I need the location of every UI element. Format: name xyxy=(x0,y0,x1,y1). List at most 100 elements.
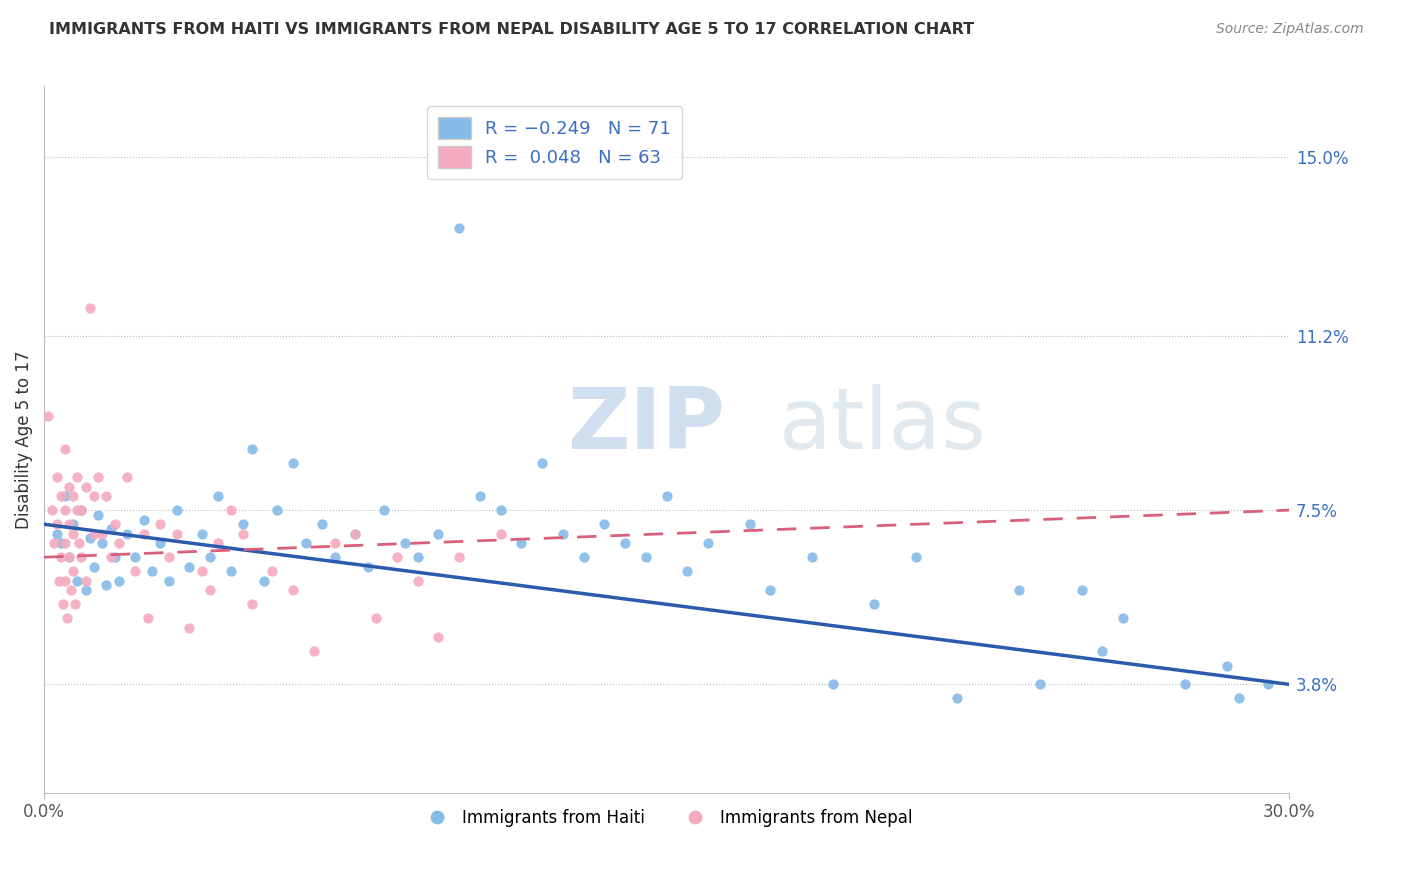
Point xyxy=(179,621,201,635)
Point xyxy=(70,550,93,565)
Point xyxy=(253,574,276,588)
Point xyxy=(531,456,554,470)
Point xyxy=(759,583,782,598)
Point xyxy=(45,470,67,484)
Point xyxy=(1008,583,1031,598)
Point xyxy=(240,442,263,456)
Point xyxy=(132,512,155,526)
Point xyxy=(863,597,886,611)
Point xyxy=(45,526,67,541)
Point xyxy=(373,503,395,517)
Point xyxy=(634,550,657,565)
Point xyxy=(41,503,63,517)
Point xyxy=(115,470,138,484)
Point xyxy=(96,578,118,592)
Point xyxy=(1216,658,1239,673)
Point xyxy=(344,526,367,541)
Point xyxy=(191,565,214,579)
Point xyxy=(207,489,229,503)
Point xyxy=(124,550,146,565)
Point xyxy=(489,503,512,517)
Point xyxy=(551,526,574,541)
Point xyxy=(52,597,75,611)
Point xyxy=(366,611,388,625)
Point xyxy=(510,536,533,550)
Point xyxy=(79,301,101,315)
Text: IMMIGRANTS FROM HAITI VS IMMIGRANTS FROM NEPAL DISABILITY AGE 5 TO 17 CORRELATIO: IMMIGRANTS FROM HAITI VS IMMIGRANTS FROM… xyxy=(49,22,974,37)
Point xyxy=(108,574,131,588)
Point xyxy=(593,517,616,532)
Point xyxy=(219,565,242,579)
Point xyxy=(100,522,122,536)
Point xyxy=(344,526,367,541)
Point xyxy=(219,503,242,517)
Legend: Immigrants from Haiti, Immigrants from Nepal: Immigrants from Haiti, Immigrants from N… xyxy=(413,803,920,834)
Point xyxy=(66,574,89,588)
Point xyxy=(207,536,229,550)
Point xyxy=(266,503,288,517)
Y-axis label: Disability Age 5 to 17: Disability Age 5 to 17 xyxy=(15,351,32,529)
Point xyxy=(198,550,221,565)
Point xyxy=(96,489,118,503)
Point xyxy=(53,503,76,517)
Point xyxy=(240,597,263,611)
Point xyxy=(62,526,84,541)
Point xyxy=(83,526,105,541)
Point xyxy=(124,565,146,579)
Point xyxy=(37,409,59,423)
Point xyxy=(449,220,471,235)
Text: atlas: atlas xyxy=(779,384,987,467)
Point xyxy=(191,526,214,541)
Point xyxy=(800,550,823,565)
Point xyxy=(232,517,254,532)
Point xyxy=(58,517,80,532)
Point xyxy=(53,489,76,503)
Point xyxy=(45,517,67,532)
Point xyxy=(83,489,105,503)
Point xyxy=(132,526,155,541)
Point xyxy=(65,597,87,611)
Point xyxy=(49,550,72,565)
Point xyxy=(302,644,325,658)
Point xyxy=(904,550,927,565)
Point xyxy=(79,532,101,546)
Point xyxy=(75,583,97,598)
Point xyxy=(141,565,163,579)
Point xyxy=(294,536,316,550)
Point xyxy=(655,489,678,503)
Point xyxy=(323,536,346,550)
Point xyxy=(262,565,284,579)
Point xyxy=(1091,644,1114,658)
Point xyxy=(91,526,114,541)
Point xyxy=(1174,677,1197,691)
Point xyxy=(104,550,127,565)
Point xyxy=(62,565,84,579)
Point xyxy=(427,526,450,541)
Point xyxy=(157,550,180,565)
Point xyxy=(87,508,110,522)
Point xyxy=(100,550,122,565)
Point xyxy=(1029,677,1052,691)
Point xyxy=(157,574,180,588)
Point xyxy=(66,503,89,517)
Text: ZIP: ZIP xyxy=(567,384,724,467)
Point xyxy=(1227,691,1250,706)
Point xyxy=(946,691,969,706)
Point xyxy=(75,574,97,588)
Point xyxy=(385,550,408,565)
Point xyxy=(1112,611,1135,625)
Point xyxy=(166,503,188,517)
Point xyxy=(44,536,66,550)
Point xyxy=(136,611,159,625)
Point xyxy=(58,480,80,494)
Point xyxy=(48,574,70,588)
Point xyxy=(489,526,512,541)
Point xyxy=(697,536,720,550)
Point xyxy=(281,456,304,470)
Point xyxy=(232,526,254,541)
Point xyxy=(198,583,221,598)
Point xyxy=(738,517,761,532)
Point xyxy=(179,559,201,574)
Point xyxy=(58,550,80,565)
Point xyxy=(67,536,90,550)
